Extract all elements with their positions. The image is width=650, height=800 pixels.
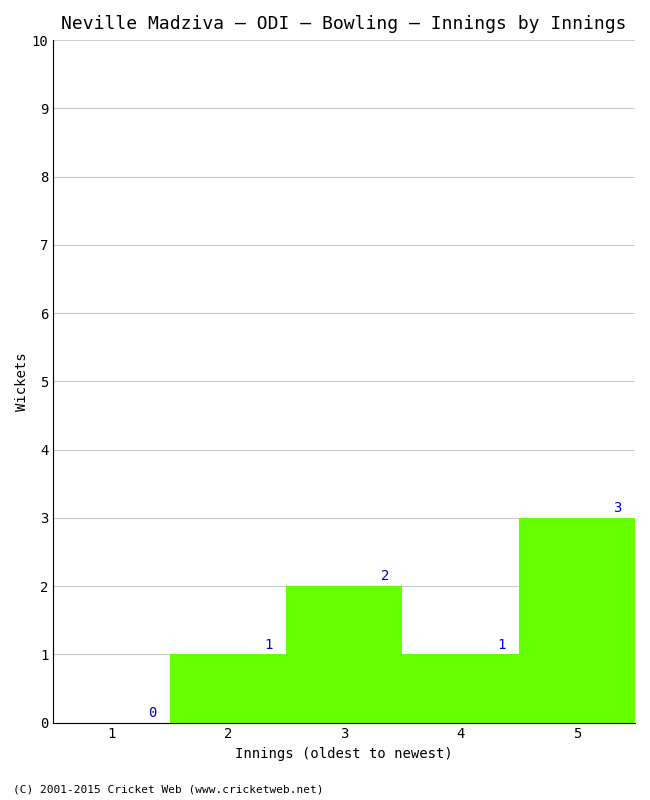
Bar: [402, 654, 519, 722]
Text: 3: 3: [614, 501, 622, 515]
Bar: [170, 654, 286, 722]
X-axis label: Innings (oldest to newest): Innings (oldest to newest): [235, 747, 453, 761]
Bar: [519, 518, 635, 722]
Text: 1: 1: [265, 638, 273, 652]
Title: Neville Madziva – ODI – Bowling – Innings by Innings: Neville Madziva – ODI – Bowling – Inning…: [62, 15, 627, 33]
Y-axis label: Wickets: Wickets: [15, 352, 29, 410]
Text: (C) 2001-2015 Cricket Web (www.cricketweb.net): (C) 2001-2015 Cricket Web (www.cricketwe…: [13, 784, 324, 794]
Text: 1: 1: [497, 638, 506, 652]
Text: 2: 2: [381, 570, 389, 583]
Bar: [286, 586, 402, 722]
Text: 0: 0: [148, 706, 157, 720]
